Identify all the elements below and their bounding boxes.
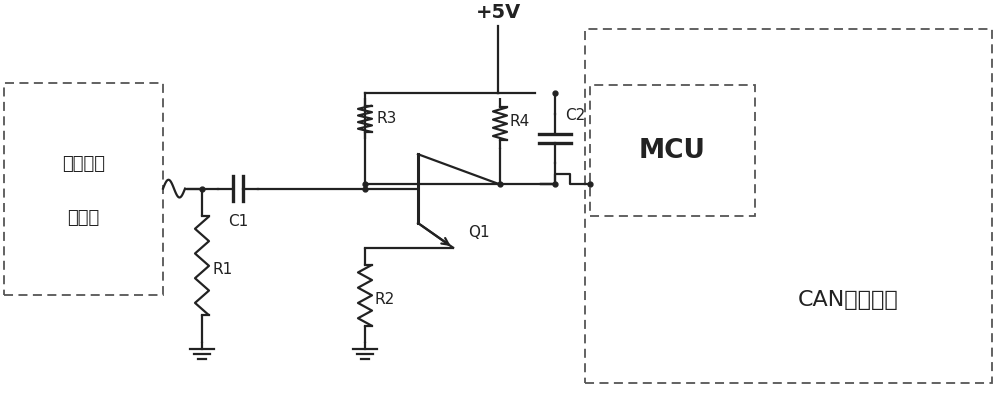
Text: R4: R4 [510,114,530,129]
Bar [585,29,992,384]
Text: MCU: MCU [639,138,706,164]
Text: C1: C1 [228,214,248,229]
Text: R3: R3 [377,111,397,126]
Text: C2: C2 [565,108,585,123]
Text: 传感器: 传感器 [67,209,100,227]
Text: +5V: +5V [475,3,521,22]
Text: R1: R1 [212,262,232,277]
Bar [590,85,755,216]
Text: Q1: Q1 [468,226,490,241]
Text: R2: R2 [375,292,395,307]
Bar [4,83,163,295]
Text: 探头光电: 探头光电 [62,155,105,173]
Text: CAN接口电路: CAN接口电路 [798,290,899,310]
